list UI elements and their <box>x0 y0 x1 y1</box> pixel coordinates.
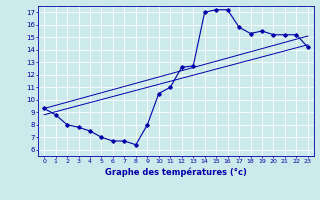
X-axis label: Graphe des températures (°c): Graphe des températures (°c) <box>105 167 247 177</box>
